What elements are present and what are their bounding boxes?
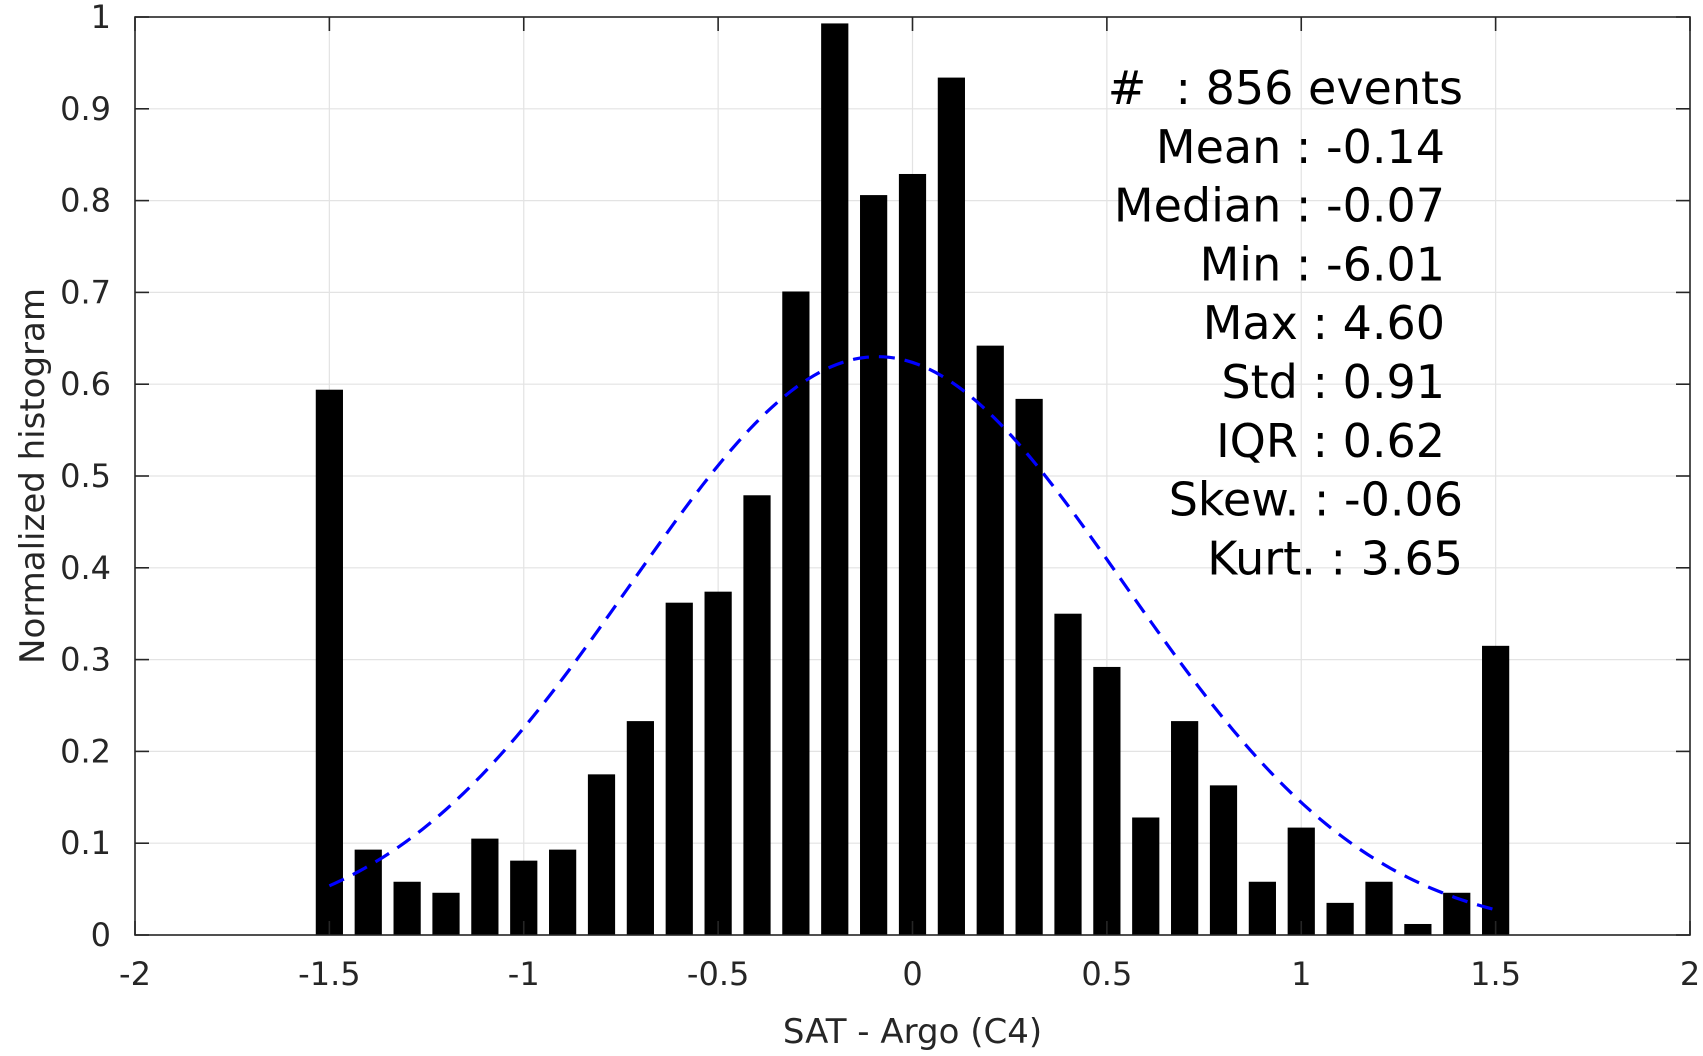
histogram-bar [393,881,421,935]
y-tick-label: 0.5 [60,457,111,495]
stat-line: Kurt. : 3.65 [1207,531,1463,585]
histogram-bar [821,23,849,935]
x-axis-label: SAT - Argo (C4) [783,1012,1042,1052]
histogram-bar [782,291,810,935]
gaussian-fit-curve [328,355,1497,912]
histogram-bar [1248,881,1276,935]
histogram-bar [315,389,343,935]
x-tick-label: -2 [119,955,151,993]
stat-line: IQR : 0.62 [1216,414,1445,468]
histogram-bar [549,849,577,935]
stat-line: # : 856 events [1108,61,1463,115]
histogram-bar [1482,645,1510,935]
y-tick-label: 0.9 [60,90,111,128]
histogram-bar [937,77,965,935]
histogram-bar [354,849,382,935]
histogram-bar [743,495,771,935]
stat-line: Mean : -0.14 [1156,120,1445,174]
y-tick-label: 0 [91,916,111,954]
histogram-bar [704,591,732,935]
histogram-bar [1326,902,1354,935]
histogram-bar [471,838,499,935]
stat-line: Median : -0.07 [1114,179,1445,233]
histogram-bar [860,195,888,936]
histogram-bar [665,602,693,935]
x-tick-label: -1 [508,955,540,993]
histogram-bar [1132,817,1160,935]
histogram-bars [315,23,1510,936]
histogram-bar [432,892,460,935]
y-tick-label: 0.1 [60,824,111,862]
x-tick-labels: -2 -1.5 -1 -0.5 0 0.5 1 1.5 2 [119,955,1700,993]
histogram-bar [1093,666,1121,935]
x-tick-label: -1.5 [298,955,360,993]
axis-ticks [134,16,1691,936]
x-tick-label: 0.5 [1081,955,1132,993]
y-tick-label: 0.4 [60,549,111,587]
histogram-bar [976,345,1004,935]
histogram-bar [1171,721,1199,935]
histogram-bar [1054,613,1082,935]
y-tick-label: 1 [91,0,111,36]
stat-line: Skew. : -0.06 [1169,473,1463,527]
x-tick-label: 1 [1291,955,1311,993]
y-axis-label: Normalized histogram [13,288,53,664]
histogram-bar [587,774,616,935]
y-tick-label: 0.6 [60,365,111,403]
y-tick-labels: 0 0.1 0.2 0.3 0.4 0.5 0.6 0.7 0.8 0.9 1 [60,0,111,954]
y-tick-label: 0.2 [60,732,111,770]
histogram-bar [898,173,927,935]
histogram-bar [1404,923,1432,935]
histogram-bar [1287,827,1315,935]
histogram-bar [1209,785,1238,935]
x-tick-label: -0.5 [687,955,749,993]
y-tick-label: 0.8 [60,182,111,220]
histogram-bar [1365,881,1393,935]
y-tick-label: 0.3 [60,641,111,679]
stat-line: Min : -6.01 [1200,237,1445,291]
histogram-bar [626,721,654,935]
stat-line: Std : 0.91 [1221,355,1445,409]
y-tick-label: 0.7 [60,273,111,311]
x-tick-label: 1.5 [1470,955,1521,993]
x-tick-label: 0 [902,955,922,993]
histogram-bar [1015,398,1043,935]
x-tick-label: 2 [1680,955,1700,993]
stat-line: Max : 4.60 [1203,296,1445,350]
